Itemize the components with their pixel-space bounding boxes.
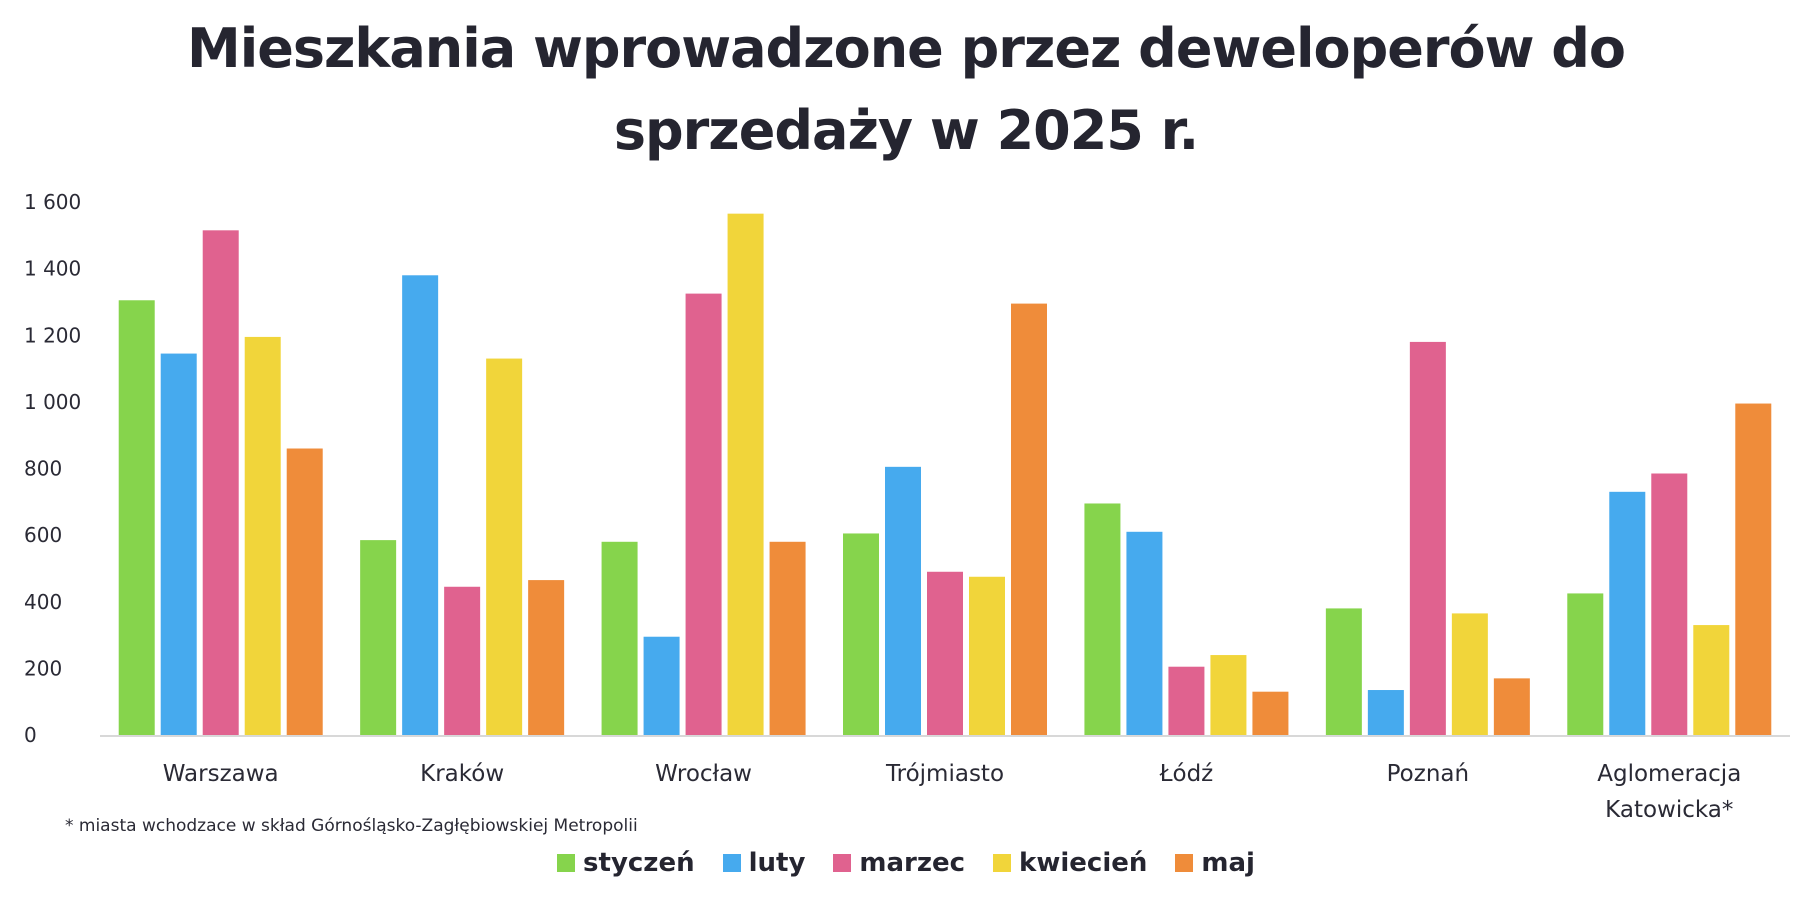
legend-label: luty xyxy=(748,848,806,878)
bar xyxy=(927,571,963,735)
y-tick-label: 1 400 xyxy=(24,257,81,281)
bar xyxy=(486,358,523,735)
bar xyxy=(769,541,806,735)
bar xyxy=(1011,303,1047,735)
y-tick-label: 600 xyxy=(24,523,62,547)
legend-item: kwiecień xyxy=(993,848,1147,878)
legend: styczeń luty marzec kwiecień maj xyxy=(0,848,1812,878)
x-category-label: Łódź xyxy=(1159,761,1214,787)
chart-title-line-2: sprzedaży w 2025 r. xyxy=(613,99,1199,162)
legend-swatch xyxy=(1175,854,1194,872)
bar xyxy=(1252,691,1289,735)
bar xyxy=(1168,666,1205,735)
chart-title: Mieszkania wprowadzone przez deweloperów… xyxy=(0,8,1812,172)
bar xyxy=(643,636,680,735)
legend-label: marzec xyxy=(859,848,966,878)
bar xyxy=(160,353,197,735)
x-category-label: Katowicka* xyxy=(1605,797,1733,823)
bar xyxy=(528,580,565,735)
x-category-label: Kraków xyxy=(420,761,504,787)
bar xyxy=(1451,613,1488,735)
legend-label: kwiecień xyxy=(1019,848,1148,878)
bar xyxy=(1210,655,1247,735)
bar xyxy=(969,576,1005,735)
legend-swatch xyxy=(557,854,576,872)
legend-swatch xyxy=(993,854,1012,872)
legend-label: maj xyxy=(1201,848,1255,878)
legend-label: styczeń xyxy=(583,848,695,878)
bar xyxy=(1126,531,1163,735)
bar xyxy=(360,540,397,735)
legend-item: maj xyxy=(1175,848,1255,878)
bar xyxy=(1567,593,1604,735)
bar xyxy=(118,300,155,735)
bar xyxy=(402,275,439,735)
x-category-label: Wrocław xyxy=(655,761,752,787)
y-tick-label: 200 xyxy=(24,656,62,680)
y-tick-label: 400 xyxy=(24,590,62,614)
bar xyxy=(1367,690,1404,735)
bar xyxy=(1693,625,1730,735)
legend-swatch xyxy=(833,854,852,872)
bar xyxy=(1651,473,1688,735)
y-tick-label: 1 200 xyxy=(24,323,81,347)
bar xyxy=(843,533,879,735)
bar xyxy=(885,466,921,735)
legend-item: luty xyxy=(722,848,806,878)
bar xyxy=(1409,341,1446,735)
legend-item: styczeń xyxy=(557,848,695,878)
x-category-label: Trójmiasto xyxy=(885,761,1004,787)
footnote: * miasta wchodzace w skład Górnośląsko-Z… xyxy=(65,816,638,836)
legend-item: marzec xyxy=(833,848,965,878)
bar xyxy=(444,586,481,735)
y-tick-label: 1 000 xyxy=(24,390,81,414)
bar xyxy=(1493,678,1530,735)
y-tick-label: 1 600 xyxy=(24,190,81,214)
bar xyxy=(685,293,722,735)
bar xyxy=(1609,491,1646,735)
bar xyxy=(286,448,323,735)
bar xyxy=(244,336,281,735)
bar xyxy=(1735,403,1772,735)
bar xyxy=(202,230,239,736)
y-tick-label: 800 xyxy=(24,457,62,481)
x-category-label: Poznań xyxy=(1387,761,1469,787)
bar xyxy=(1084,503,1121,735)
x-category-label: Warszawa xyxy=(163,761,279,787)
legend-swatch xyxy=(722,854,741,872)
y-tick-label: 0 xyxy=(24,723,37,747)
bar xyxy=(727,213,764,736)
chart-title-line-1: Mieszkania wprowadzone przez deweloperów… xyxy=(186,17,1626,80)
bar xyxy=(1325,608,1362,735)
bar xyxy=(601,541,638,735)
x-category-label: Aglomeracja xyxy=(1597,761,1741,787)
